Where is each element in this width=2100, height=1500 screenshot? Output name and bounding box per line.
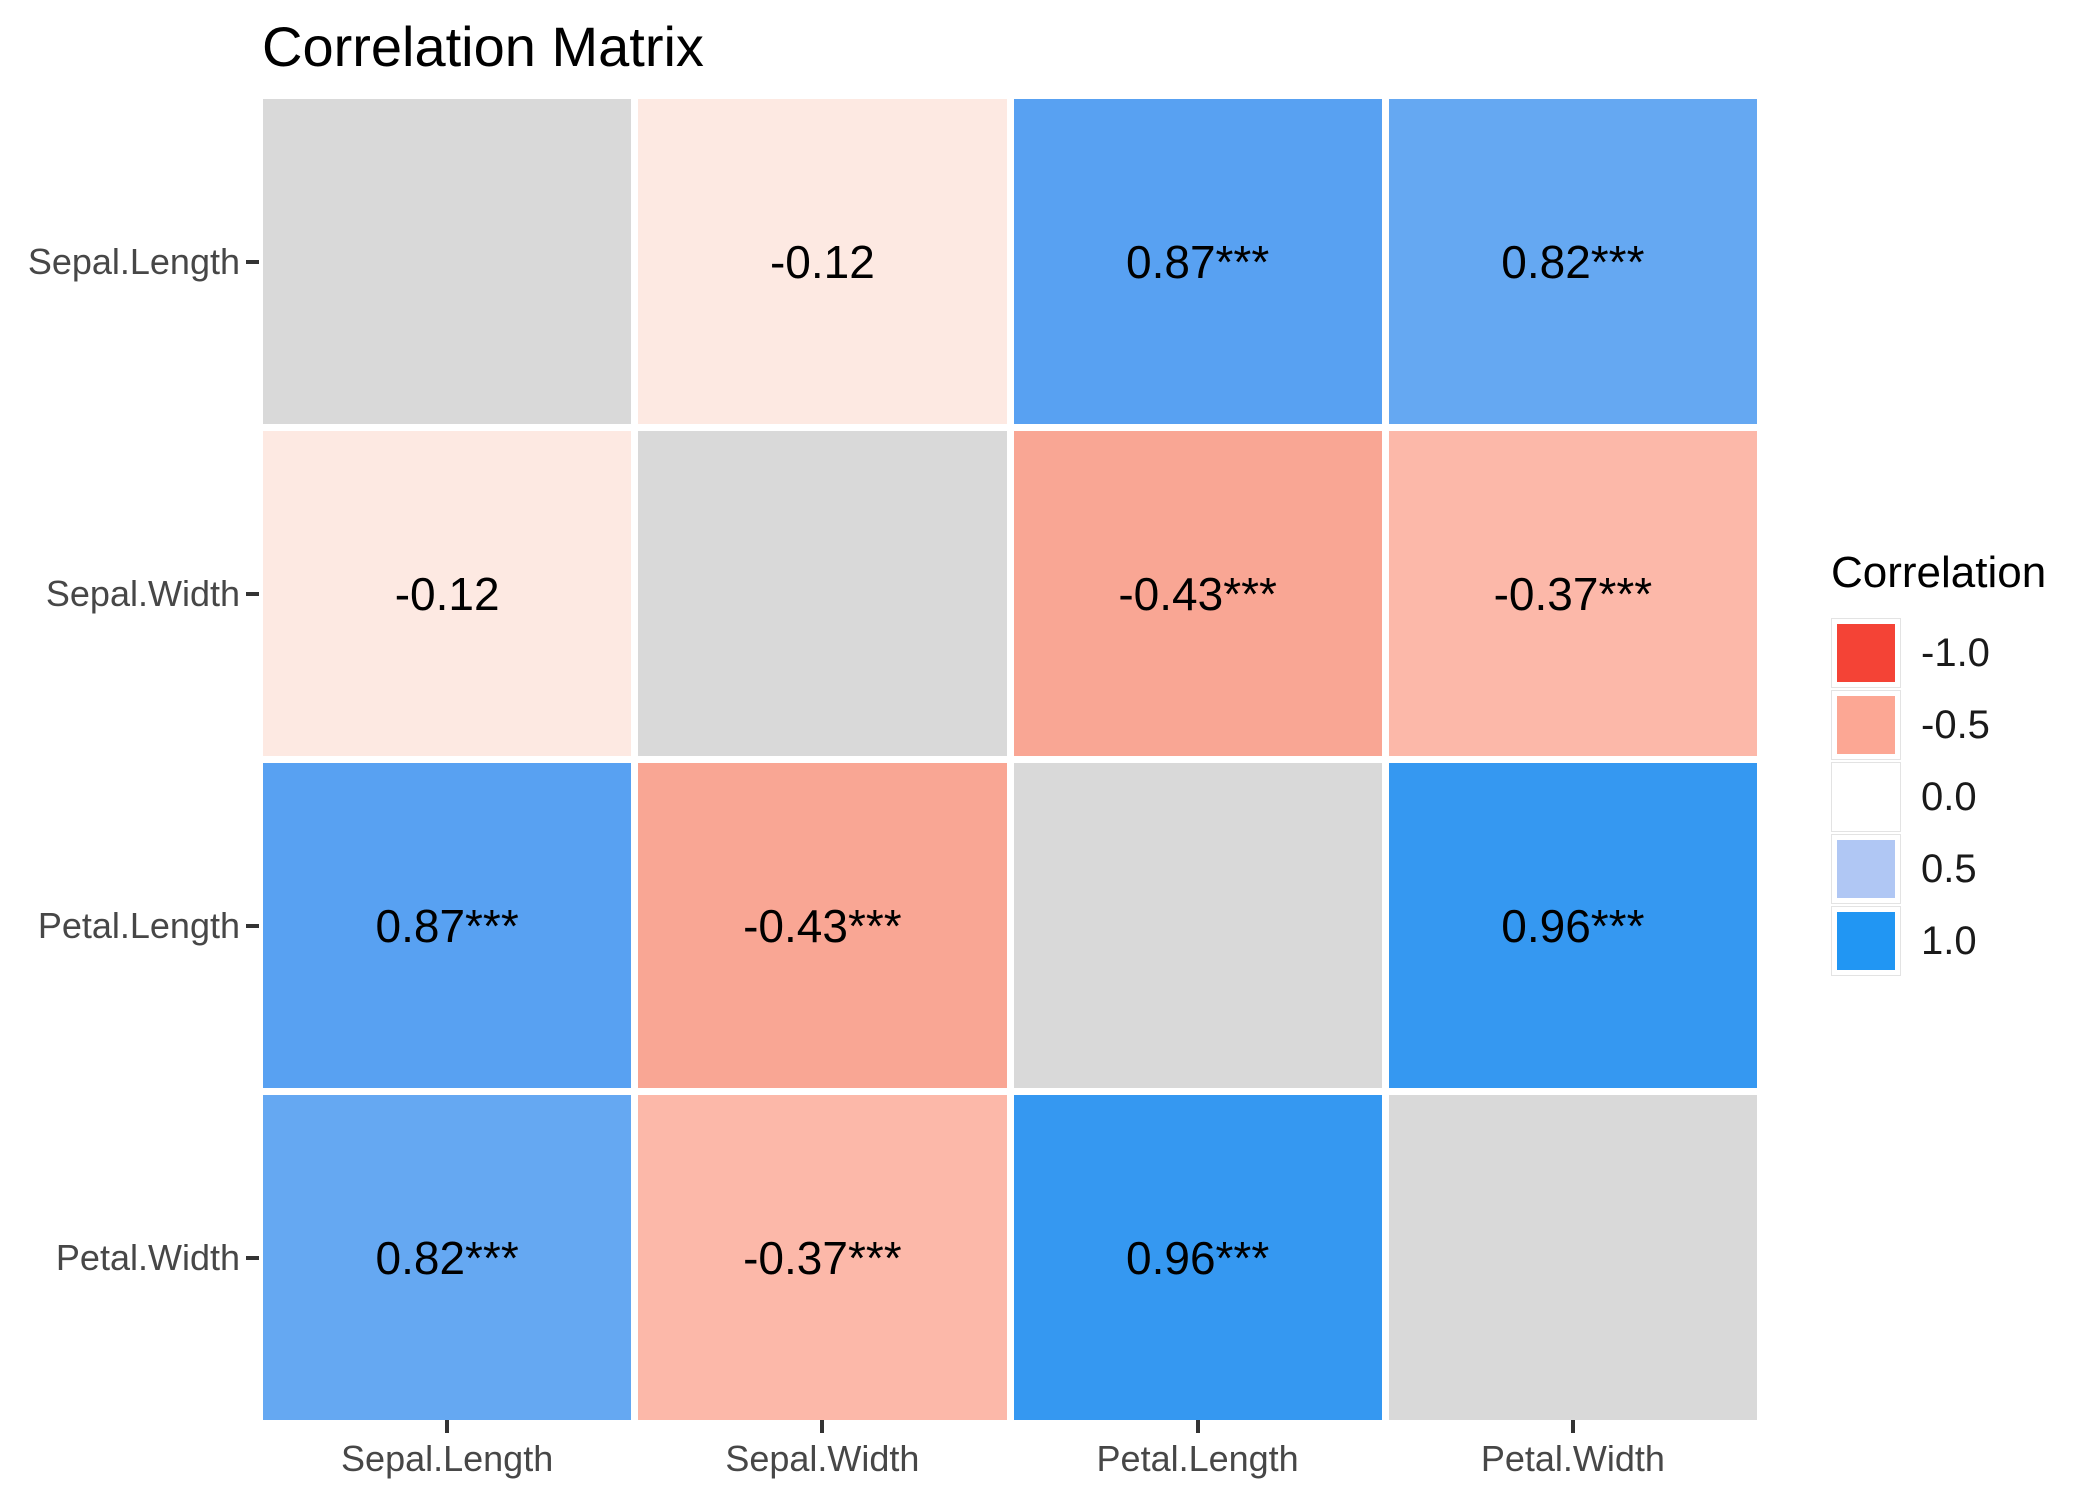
legend-color-swatch [1837, 840, 1895, 898]
legend-entry-0.5: 0.5 [1831, 834, 2046, 904]
legend-label: -1.0 [1921, 630, 1990, 675]
x-axis-label-Petal.Length: Petal.Length [1096, 1438, 1299, 1479]
legend-key [1831, 834, 1901, 904]
y-axis-label-Sepal.Length: Sepal.Length [27, 240, 240, 282]
legend-key [1831, 618, 1901, 688]
legend-entry--0.5: -0.5 [1831, 690, 2046, 760]
legend-label: 1.0 [1921, 918, 1977, 963]
x-axis-tick [445, 1420, 450, 1433]
legend-title: Correlation [1831, 548, 2047, 597]
cell-Petal.Length-Sepal.Length: 0.87*** [263, 763, 632, 1088]
legend-color-swatch [1837, 768, 1895, 826]
y-axis-label-Petal.Width: Petal.Width [55, 1236, 240, 1278]
cell-Sepal.Length-Sepal.Width: -0.12 [638, 99, 1007, 424]
legend-keys: -1.0 -0.5 0.0 0.5 1.0 [1831, 618, 2046, 976]
legend-entry-0.0: 0.0 [1831, 762, 2046, 832]
x-axis-label-Sepal.Width: Sepal.Width [725, 1438, 920, 1479]
cell-Sepal.Length-Sepal.Length [263, 99, 632, 424]
cell-Petal.Width-Petal.Length: 0.96*** [1013, 1095, 1382, 1420]
y-axis-tick [246, 259, 259, 264]
legend-label: -0.5 [1921, 702, 1990, 747]
y-axis-tick [246, 923, 259, 928]
legend-key [1831, 762, 1901, 832]
cell-Sepal.Width-Sepal.Width [638, 431, 1007, 756]
y-axis-tick [246, 591, 259, 596]
cell-Petal.Width-Sepal.Width: -0.37*** [638, 1095, 1007, 1420]
cell-Sepal.Width-Petal.Length: -0.43*** [1013, 431, 1382, 756]
legend-key [1831, 906, 1901, 976]
cell-Sepal.Length-Petal.Length: 0.87*** [1013, 99, 1382, 424]
cell-Sepal.Width-Sepal.Length: -0.12 [263, 431, 632, 756]
legend-key [1831, 690, 1901, 760]
cell-Petal.Width-Sepal.Length: 0.82*** [263, 1095, 632, 1420]
legend-color-swatch [1837, 696, 1895, 754]
legend-color-swatch [1837, 912, 1895, 970]
cell-Petal.Length-Petal.Width: 0.96*** [1388, 763, 1757, 1088]
cell-Petal.Length-Petal.Length [1013, 763, 1382, 1088]
chart-title: Correlation Matrix [262, 15, 704, 78]
legend-label: 0.5 [1921, 846, 1977, 891]
x-axis-tick [820, 1420, 825, 1433]
cell-Sepal.Width-Petal.Width: -0.37*** [1388, 431, 1757, 756]
x-axis-label-Sepal.Length: Sepal.Length [341, 1438, 554, 1479]
x-axis-label-Petal.Width: Petal.Width [1480, 1438, 1665, 1479]
cell-Petal.Width-Petal.Width [1388, 1095, 1757, 1420]
y-axis-label-Sepal.Width: Sepal.Width [45, 572, 240, 614]
legend-entry--1.0: -1.0 [1831, 618, 2046, 688]
legend-color-swatch [1837, 624, 1895, 682]
x-axis: Sepal.Length Sepal.Width Petal.Length Petal… [263, 1438, 1757, 1480]
x-axis-tick [1195, 1420, 1200, 1433]
x-axis-tick [1570, 1420, 1575, 1433]
y-axis-label-Petal.Length: Petal.Length [37, 904, 240, 946]
legend: Correlation -1.0 -0.5 0.0 0.5 1.0 [1831, 548, 2046, 978]
y-axis: Sepal.Length Sepal.Width Petal.Length Petal… [0, 99, 240, 1420]
heatmap-panel: -0.12 0.87*** 0.82*** -0.12 -0.43*** -0.37***… [263, 99, 1757, 1420]
legend-entry-1.0: 1.0 [1831, 906, 2046, 976]
y-axis-tick [246, 1255, 259, 1260]
cell-Petal.Length-Sepal.Width: -0.43*** [638, 763, 1007, 1088]
cell-Sepal.Length-Petal.Width: 0.82*** [1388, 99, 1757, 424]
legend-label: 0.0 [1921, 774, 1977, 819]
